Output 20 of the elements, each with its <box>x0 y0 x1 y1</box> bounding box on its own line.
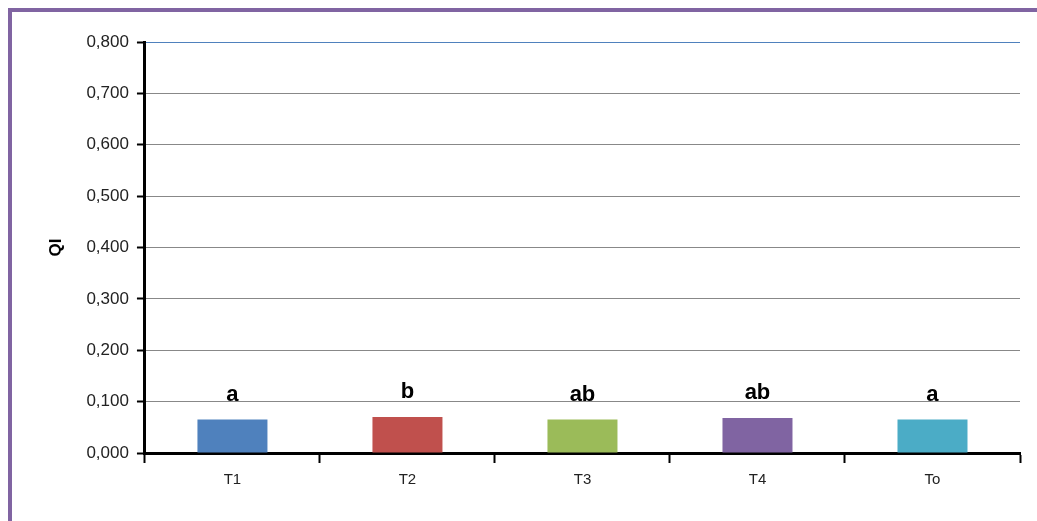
x-tick-label: T2 <box>398 470 417 488</box>
y-tick-label: 0,300 <box>86 288 129 308</box>
y-tick-label: 0,400 <box>86 237 129 257</box>
y-tick-label: 0,000 <box>86 442 129 462</box>
annotation: ab <box>744 379 771 405</box>
y-tick-label: 0,500 <box>86 185 129 205</box>
y-tick-label: 0,700 <box>86 83 129 103</box>
annotation: a <box>926 380 940 406</box>
annotation: ab <box>569 380 596 406</box>
x-tick-label: T1 <box>223 470 242 488</box>
annotation: b <box>400 378 415 404</box>
x-tick-label: T4 <box>748 470 767 488</box>
annotation: a <box>226 380 240 406</box>
x-tick-label: T3 <box>573 470 592 488</box>
y-tick-label: 0,800 <box>86 31 129 51</box>
y-tick-label: 0,100 <box>86 391 129 411</box>
y-axis-title: QI <box>45 238 65 257</box>
y-tick-label: 0,200 <box>86 339 129 359</box>
x-tick-label: To <box>924 470 941 488</box>
y-tick-label: 0,600 <box>86 134 129 154</box>
